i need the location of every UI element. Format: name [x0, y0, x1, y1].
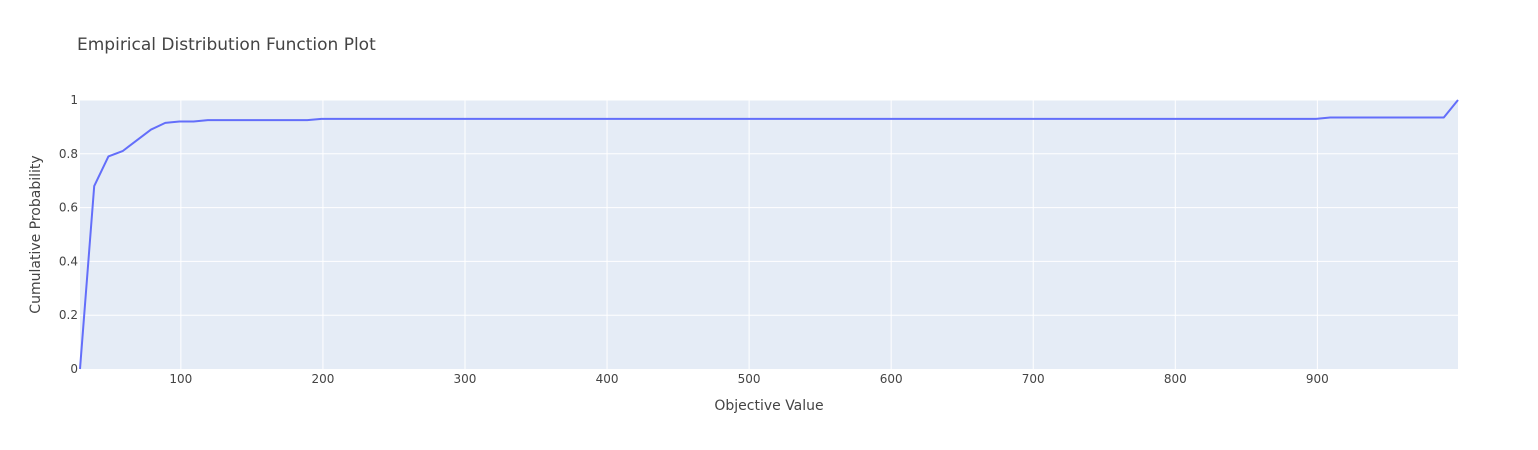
x-axis-title: Objective Value — [714, 398, 823, 414]
y-tick-label: 0.4 — [59, 254, 78, 268]
x-tick-label: 200 — [311, 372, 334, 386]
x-tick-label: 900 — [1306, 372, 1329, 386]
x-tick-label: 400 — [596, 372, 619, 386]
y-tick-label: 0.2 — [59, 308, 78, 322]
chart-title: Empirical Distribution Function Plot — [77, 35, 376, 55]
y-axis-title: Cumulative Probability — [28, 155, 44, 313]
y-tick-label: 1 — [70, 93, 78, 107]
ecdf-series-line — [79, 99, 1459, 370]
x-tick-label: 500 — [738, 372, 761, 386]
y-tick-label: 0 — [70, 362, 78, 376]
y-tick-label: 0.6 — [59, 201, 78, 215]
x-tick-label: 100 — [169, 372, 192, 386]
x-tick-label: 300 — [454, 372, 477, 386]
x-tick-label: 600 — [880, 372, 903, 386]
tick-labels: 100 200 300 400 500 600 700 800 900 0 0.2 0.4 0.6 0.8… — [59, 93, 1329, 386]
x-tick-label: 800 — [1164, 372, 1187, 386]
plot-area — [80, 100, 1458, 369]
grid-lines — [80, 99, 1458, 369]
x-tick-label: 700 — [1022, 372, 1045, 386]
series-layer — [79, 99, 1459, 370]
y-tick-label: 0.8 — [59, 147, 78, 161]
